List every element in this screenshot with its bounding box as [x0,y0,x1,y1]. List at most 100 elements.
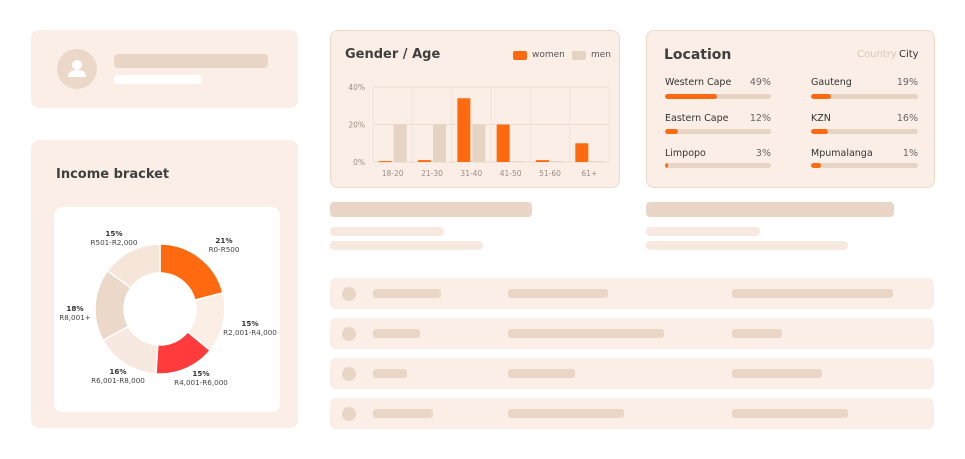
row-cell-placeholder [508,409,624,418]
gender-age-title: Gender / Age [345,47,441,62]
location-bar [811,94,918,99]
income-donut-chart: 21%R0-R50015%R2,001-R4,00015%R4,001-R6,0… [59,229,277,387]
location-percent: 49% [749,77,771,88]
x-tick-label: 61+ [581,169,597,178]
y-tick-label: 20% [348,121,365,130]
x-tick-label: 31-40 [460,169,482,178]
list-item[interactable] [330,318,934,349]
bar-women [536,160,549,162]
list-item[interactable] [330,358,934,389]
bar-men [433,124,446,162]
row-avatar [342,287,356,301]
slice-percent-label: 15% [192,369,209,378]
location-bar [665,94,771,99]
location-name: Limpopo [665,148,706,159]
bar-women [418,160,431,162]
bar-women [496,124,510,162]
profile-subtitle-placeholder [114,75,202,84]
x-tick-label: 21-30 [421,169,443,178]
location-name: Western Cape [665,77,732,88]
y-tick-label: 0% [353,158,365,167]
location-title: Location [664,47,732,63]
user-icon [68,60,86,77]
location-bar [665,163,771,168]
location-bar-fill [811,163,821,168]
bar-men [472,124,486,162]
row-cell-placeholder [373,289,441,298]
bar-men [393,124,407,162]
slice-percent-label: 21% [215,236,232,245]
location-bar [811,129,918,134]
bar-women [378,161,392,163]
location-name: Mpumalanga [811,148,873,159]
legend-women: women [513,50,565,60]
location-bar-fill [811,129,829,134]
list-item[interactable] [330,398,934,429]
slice-percent-label: 15% [241,319,258,328]
row-cell-placeholder [732,289,893,298]
row-cell-placeholder [732,369,822,378]
slice-range-label: R4,001-R6,000 [174,378,228,387]
section-text-placeholder [646,241,848,250]
bar-men [590,161,604,163]
income-pie-panel: 21% R0-R500 15% R2,001-R4,000 15% R4,001-R6,0… [54,207,280,412]
slice-range-label: R8,001+ [59,313,91,322]
location-bar-fill [665,94,717,99]
location-percent: 3% [755,148,771,159]
location-percent: 12% [749,113,771,124]
section-heading-placeholder [646,202,894,217]
legend-women-swatch [513,50,527,60]
location-bar-fill [665,163,669,168]
avatar[interactable] [57,49,97,89]
bar-men [551,161,564,163]
row-cell-placeholder [508,329,664,338]
location-name: KZN [811,113,831,124]
location-percent: 16% [896,113,918,124]
section-text-placeholder [330,227,444,236]
slice-percent-label: 18% [66,304,83,313]
y-tick-label: 40% [348,83,365,92]
profile-name-placeholder [114,54,268,68]
bar-men [511,161,525,163]
list-item[interactable] [330,278,934,309]
location-percent: 19% [896,77,918,88]
gender-age-card: Gender / Age women men 0% 20% 40% 18-20 21-3… [330,30,620,188]
location-card: Location Country City Western Cape 49% G… [646,30,935,188]
x-tick-label: 51-60 [539,169,561,178]
row-cell-placeholder [732,329,782,338]
row-cell-placeholder [508,369,575,378]
location-percent: 1% [902,148,918,159]
bar-women [575,143,589,162]
location-name: Gauteng [811,77,852,88]
legend-men-swatch [572,50,586,60]
slice-range-label: R6,001-R8,000 [91,376,145,385]
income-bracket-title: Income bracket [56,167,170,182]
slice-percent-label: 15% [105,229,122,238]
location-bar [811,163,918,168]
section-text-placeholder [330,241,483,250]
donut-slice [106,243,161,289]
section-heading-placeholder [330,202,532,217]
toggle-country[interactable]: Country [857,49,897,60]
location-bar-fill [665,129,678,134]
x-tick-label: 41-50 [500,169,522,178]
income-bracket-card: Income bracket 21% R0-R500 15% R2,001-R4,00… [31,140,298,428]
toggle-city[interactable]: City [899,49,919,60]
row-cell-placeholder [373,369,407,378]
slice-percent-label: 16% [109,367,126,376]
bar-women [457,98,471,162]
row-avatar [342,327,356,341]
slice-range-label: R501-R2,000 [91,238,138,247]
row-avatar [342,407,356,421]
legend-women-label: women [532,50,565,60]
row-cell-placeholder [508,289,608,298]
location-bar [665,129,771,134]
legend-men: men [572,50,611,60]
row-cell-placeholder [373,329,420,338]
x-tick-label: 18-20 [382,169,404,178]
slice-range-label: R2,001-R4,000 [223,328,277,337]
row-cell-placeholder [373,409,433,418]
row-cell-placeholder [732,409,848,418]
gender-age-bar-chart: 0% 20% 40% 18-20 21-30 31-40 41-50 51-60 61+ [348,83,610,178]
row-avatar [342,367,356,381]
